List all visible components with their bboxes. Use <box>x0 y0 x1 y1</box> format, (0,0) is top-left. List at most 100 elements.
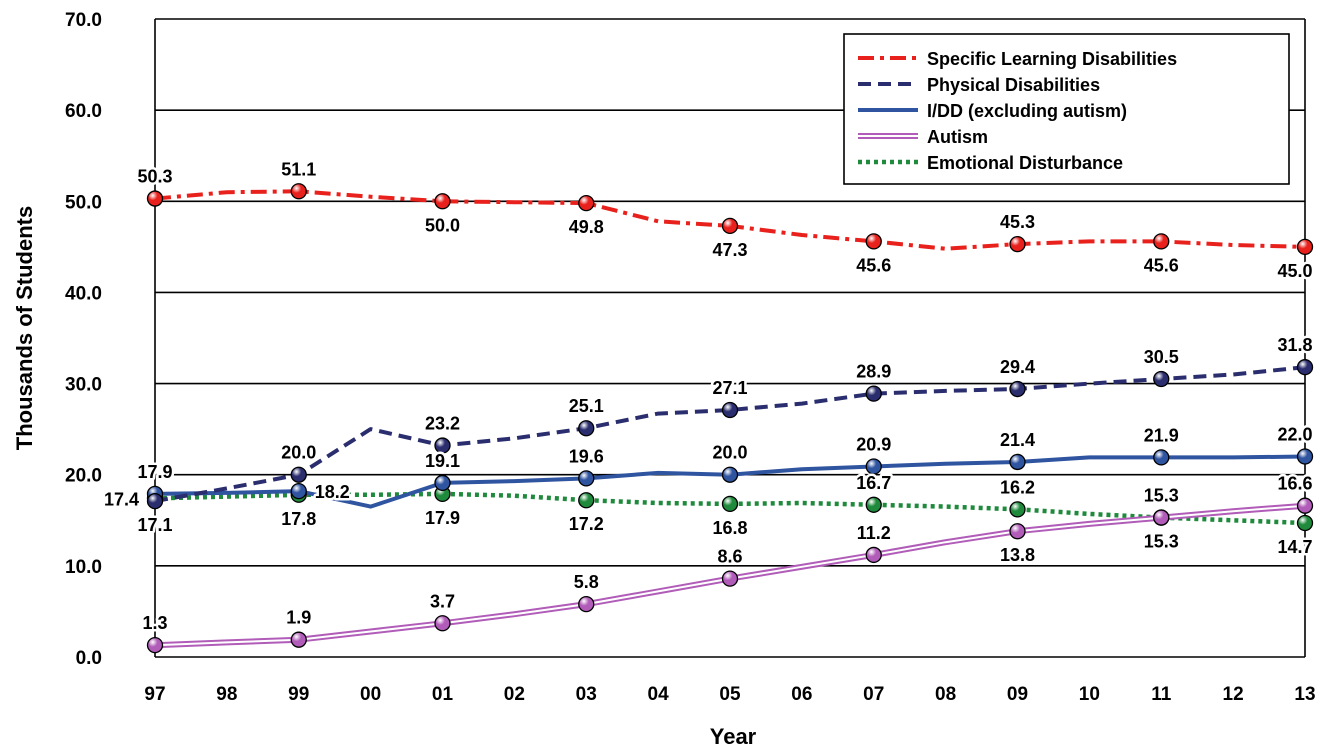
series-0-point-8 <box>721 217 739 235</box>
x-tick-label-8: 05 <box>719 684 741 705</box>
series-3-label-0: 1.3 <box>142 613 167 633</box>
series-3-point-14 <box>1153 509 1170 526</box>
series-2-label-14: 21.9 <box>1144 425 1179 445</box>
series-0-label-12: 45.3 <box>1000 212 1035 232</box>
y-tick-label-2: 20.0 <box>65 466 102 487</box>
series-3-label-8: 8.6 <box>717 547 742 567</box>
series-3-point-0 <box>146 637 164 654</box>
series-2-point-2 <box>290 482 307 500</box>
series-1-point-12 <box>1009 380 1026 398</box>
x-tick-label-1: 98 <box>216 684 237 705</box>
series-4-label-14: 15.3 <box>1144 532 1179 552</box>
series-1-label-0: 17.1 <box>137 515 172 535</box>
series-3-label-16: 16.6 <box>1277 474 1312 494</box>
series-1-label-16: 31.8 <box>1277 335 1312 355</box>
x-axis-ticks: 97 98 99 00 01 02 03 04 05 06 07 08 09 10 11 12 13 <box>144 684 1315 705</box>
series-layer <box>146 183 1314 654</box>
series-0-point-10 <box>865 233 882 250</box>
series-1-label-4: 23.2 <box>425 414 460 434</box>
series-1-point-10 <box>865 385 882 402</box>
series-4-label-4: 17.9 <box>425 508 460 528</box>
series-0-label-8: 47.3 <box>712 240 747 260</box>
series-3-label-4: 3.7 <box>430 591 455 611</box>
series-2-point-4 <box>434 474 451 492</box>
legend-label-2: I/DD (excluding autism) <box>927 101 1127 121</box>
series-2-label-4: 19.1 <box>425 451 460 471</box>
series-4-label-10: 16.7 <box>856 473 891 493</box>
series-4-label-16: 14.7 <box>1277 537 1312 557</box>
series-2-point-10 <box>865 458 882 475</box>
series-3-label-12: 13.8 <box>1000 545 1035 565</box>
x-tick-label-10: 07 <box>863 684 884 705</box>
y-tick-label-1: 10.0 <box>65 557 102 578</box>
series-1-label-8: 27.1 <box>712 378 747 398</box>
legend-label-0: Specific Learning Disabilities <box>927 49 1177 69</box>
data-labels: 50.3 51.1 50.0 49.8 47.3 45.6 45.3 45.6 45.0 17.1… <box>101 157 1315 636</box>
legend-entry-3: Autism <box>858 127 988 147</box>
y-tick-label-4: 40.0 <box>65 283 102 304</box>
series-1-point-16 <box>1296 359 1314 376</box>
series-4-point-6 <box>578 492 595 509</box>
grid <box>154 18 1306 658</box>
series-4-label-8: 16.8 <box>712 518 747 538</box>
series-0-point-2 <box>290 183 307 200</box>
series-4-label-0: 17.4 <box>104 489 139 509</box>
series-3-point-12 <box>1009 523 1026 540</box>
series-2-label-12: 21.4 <box>1000 430 1035 450</box>
series-3-label-6: 5.8 <box>574 572 599 592</box>
series-0-point-0 <box>146 190 164 207</box>
series-1-label-14: 30.5 <box>1144 347 1179 367</box>
series-2-label-8: 20.0 <box>712 443 747 463</box>
legend-label-3: Autism <box>927 127 988 147</box>
series-1-point-0 <box>146 492 164 510</box>
x-tick-label-0: 97 <box>144 684 165 705</box>
series-1-point-6 <box>578 420 595 437</box>
series-4-point-10 <box>865 496 882 513</box>
x-tick-label-4: 01 <box>432 684 454 705</box>
series-3-point-2 <box>290 631 307 648</box>
y-axis-ticks: 0.0 10.0 20.0 30.0 40.0 50.0 60.0 70.0 <box>65 10 102 669</box>
series-3-point-10 <box>865 546 882 564</box>
x-tick-label-12: 09 <box>1007 684 1028 705</box>
legend-entry-2: I/DD (excluding autism) <box>858 101 1127 121</box>
x-tick-label-7: 04 <box>648 684 670 705</box>
series-4-label-12: 16.2 <box>1000 477 1035 497</box>
series-0-point-14 <box>1153 233 1170 250</box>
series-1-label-2: 20.0 <box>281 443 316 463</box>
series-3-label-2: 1.9 <box>286 608 311 628</box>
series-1-label-12: 29.4 <box>1000 357 1035 377</box>
series-0-point-4 <box>434 193 451 210</box>
series-0-point-12 <box>1009 235 1026 253</box>
x-tick-label-15: 12 <box>1223 684 1244 705</box>
series-1-point-14 <box>1153 370 1170 388</box>
x-tick-label-6: 03 <box>576 684 597 705</box>
legend-box <box>843 33 1290 185</box>
series-3-label-10: 11.2 <box>857 523 891 543</box>
x-tick-label-11: 08 <box>935 684 956 705</box>
legend-label-1: Physical Disabilities <box>927 75 1100 95</box>
series-1-point-8 <box>721 401 739 419</box>
series-3-point-4 <box>434 615 451 632</box>
y-axis-title: Thousands of Students <box>12 206 37 450</box>
x-tick-label-5: 02 <box>504 684 525 705</box>
series-0-point-16 <box>1296 238 1314 256</box>
y-tick-label-7: 70.0 <box>65 10 102 31</box>
series-2-point-6 <box>578 470 595 487</box>
x-tick-label-16: 13 <box>1294 684 1315 705</box>
series-4-point-8 <box>721 495 739 513</box>
series-4-label-2: 17.8 <box>281 509 316 529</box>
series-3-label-14: 15.3 <box>1144 486 1179 506</box>
series-0-label-16: 45.0 <box>1277 261 1312 281</box>
series-0-label-4: 50.0 <box>425 215 460 235</box>
x-tick-label-2: 99 <box>288 684 309 705</box>
x-tick-label-13: 10 <box>1079 684 1100 705</box>
series-1-label-6: 25.1 <box>569 396 604 416</box>
series-2-label-6: 19.6 <box>569 446 604 466</box>
x-tick-label-9: 06 <box>791 684 812 705</box>
series-4-point-12 <box>1009 501 1026 518</box>
series-4-label-6: 17.2 <box>569 514 604 534</box>
legend-entry-0: Specific Learning Disabilities <box>858 49 1177 69</box>
legend-label-4: Emotional Disturbance <box>927 153 1123 173</box>
series-0-label-14: 45.6 <box>1144 255 1179 275</box>
